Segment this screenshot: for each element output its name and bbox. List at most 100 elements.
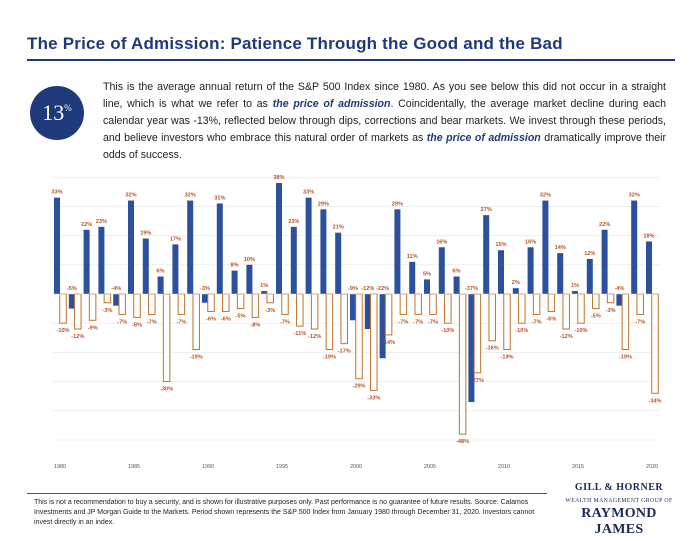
return-bar [438,247,445,294]
decline-bar [88,293,97,321]
return-label: 11% [407,254,418,260]
logo-subtitle: WEALTH MANAGEMENT GROUP OF [565,498,673,504]
decline-label: -7% [428,319,438,325]
decline-label: -3% [265,308,275,314]
decline-label: -29% [352,384,365,390]
intro-text-3: dramatically improve their odds of succe… [103,132,666,161]
return-bar [202,294,208,303]
return-label: 32% [540,193,551,199]
decline-bar [370,293,378,391]
page-title: The Price of Admission: Patience Through… [27,34,563,53]
x-tick-label: 2000 [350,464,362,470]
return-bar [601,229,608,294]
decline-label: -33% [367,395,380,401]
decline-label: -19% [190,354,203,360]
disclaimer-text: This is not a recommendation to buy a se… [34,499,535,526]
decline-bar [577,293,585,324]
return-bar [498,250,504,294]
decline-bar [562,293,570,330]
decline-bar [488,293,496,342]
return-bar [542,200,549,294]
x-tick-label: 2005 [424,464,436,470]
logo-brand: RAYMOND JAMES [581,506,657,537]
decline-label: -9% [88,325,98,331]
return-label: 29% [392,201,403,207]
return-label: -3% [200,286,210,292]
decline-bar [222,293,230,313]
return-bar [54,197,60,294]
return-label: 6% [453,268,461,274]
return-label: 23% [96,219,107,225]
return-label: 5% [423,271,431,277]
decline-bar [118,293,126,315]
return-bar [586,258,593,294]
return-label: -22% [376,286,389,292]
decline-bar [458,293,467,435]
return-label: 32% [185,193,196,199]
decline-bar [636,293,644,315]
decline-label: -7% [398,319,408,325]
return-label: 18% [643,233,654,239]
return-label: 10% [244,257,255,263]
return-bar [320,209,327,294]
decline-bar [399,293,408,315]
decline-bar [103,293,112,304]
return-label: 22% [81,222,92,228]
decline-label: -5% [236,314,246,320]
return-bar [231,270,238,294]
decline-label: -3% [606,308,616,314]
badge-unit: % [64,103,72,113]
decline-label: -7% [413,319,423,325]
decline-label: -10% [56,328,69,334]
decline-bar [651,293,659,394]
decline-bar [621,293,630,350]
decline-label: -19% [500,354,513,360]
return-label: 14% [555,245,566,251]
decline-bar [444,293,452,324]
logo-firm-name: GILL & HORNER [574,482,664,493]
average-return-badge: 13% [30,86,84,140]
return-label: 12% [584,251,595,257]
return-label: -9% [348,286,358,292]
return-bar [305,197,312,294]
return-label: -4% [614,286,624,292]
return-label: 16% [525,239,536,245]
x-tick-label: 1995 [276,464,288,470]
return-label: 8% [231,263,239,269]
decline-label: -17% [338,349,351,355]
decline-bar [414,293,422,315]
return-label: 32% [125,193,136,199]
return-bar [261,291,268,294]
return-bar [572,291,578,294]
return-bar [557,253,564,294]
return-label: 33% [51,190,62,196]
return-label: 31% [214,195,225,201]
return-bar [394,209,401,294]
decline-label: -16% [486,346,499,352]
return-label: 23% [288,219,299,225]
decline-bar [429,293,437,315]
decline-bar [606,293,615,304]
return-label: 27% [481,207,492,213]
decline-label: -12% [71,334,84,340]
decline-bar [251,293,260,318]
decline-label: -10% [574,328,587,334]
decline-label: -27% [471,378,484,384]
intro-text-2: . Coincidentally, the average market dec… [103,98,666,144]
decline-label: -10% [515,328,528,334]
decline-bar [266,293,274,304]
decline-bar [473,293,482,374]
return-bar [290,226,297,294]
return-label: -5% [67,286,77,292]
return-bar [409,261,416,294]
decline-bar [296,293,304,327]
return-bar [364,294,371,330]
decline-label: -7% [117,319,127,325]
decline-label: -30% [160,387,173,393]
return-label: 6% [157,268,165,274]
return-label: -4% [111,286,121,292]
return-label: 33% [303,190,314,196]
x-tick-label: 1985 [128,464,140,470]
decline-label: -12% [560,334,573,340]
return-label: 22% [599,222,610,228]
